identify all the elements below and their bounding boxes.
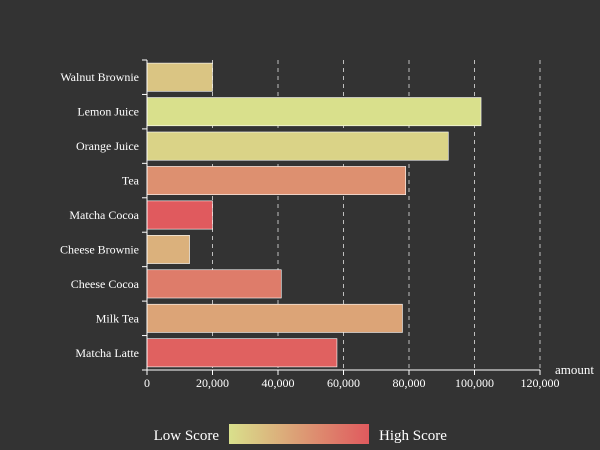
category-label: Walnut Brownie <box>60 70 139 84</box>
bar[interactable] <box>146 338 338 368</box>
x-tick-label: 100,000 <box>455 376 494 390</box>
legend-high-label: High Score <box>379 428 447 444</box>
bar[interactable] <box>146 303 403 333</box>
category-label: Cheese Brownie <box>60 242 139 256</box>
bar[interactable] <box>146 97 482 127</box>
x-tick-label: 40,000 <box>262 376 295 390</box>
category-label: Milk Tea <box>96 311 140 325</box>
bar[interactable] <box>146 200 213 230</box>
x-tick-label: 80,000 <box>393 376 426 390</box>
x-tick-label: 20,000 <box>196 376 229 390</box>
bar[interactable] <box>146 62 213 92</box>
bars <box>146 62 482 368</box>
category-label: Matcha Cocoa <box>69 208 139 222</box>
x-axis-title: amount <box>555 362 594 377</box>
category-label: Orange Juice <box>76 139 139 153</box>
category-label: Cheese Cocoa <box>71 277 140 291</box>
y-axis: Walnut Brownie Lemon Juice Orange Juice Tea… <box>60 59 148 371</box>
x-tick-label: 60,000 <box>327 376 360 390</box>
bar[interactable] <box>146 235 190 264</box>
legend-color-scale <box>229 424 369 444</box>
legend: Low Score High Score <box>154 424 447 444</box>
legend-low-label: Low Score <box>154 428 220 444</box>
bar[interactable] <box>146 166 407 195</box>
bar[interactable] <box>146 131 449 161</box>
x-tick-label: 120,000 <box>521 376 560 390</box>
category-label: Tea <box>122 174 140 188</box>
category-label: Matcha Latte <box>75 346 139 360</box>
x-tick-label: 0 <box>144 376 150 390</box>
bar[interactable] <box>146 269 282 299</box>
x-axis: 0 20,000 40,000 60,000 80,000 100,000 120,000 <box>144 369 560 390</box>
category-label: Lemon Juice <box>77 105 139 119</box>
